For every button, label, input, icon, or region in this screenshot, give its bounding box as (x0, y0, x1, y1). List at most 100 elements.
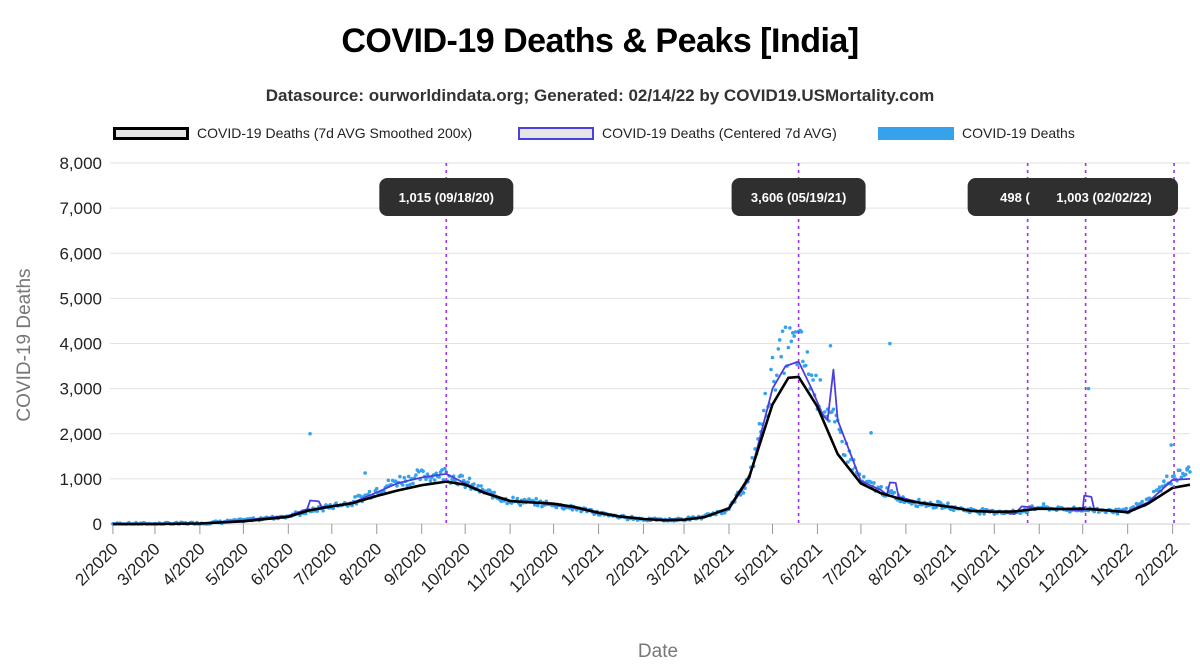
legend-label-smoothed: COVID-19 Deaths (7d AVG Smoothed 200x) (197, 125, 473, 141)
raw-point (432, 478, 437, 482)
raw-point (869, 480, 873, 485)
raw-point (534, 497, 538, 501)
raw-point (773, 388, 778, 392)
y-tick-label: 0 (93, 515, 102, 534)
raw-point (460, 474, 465, 478)
raw-point (1172, 474, 1176, 478)
raw-point (780, 329, 785, 334)
raw-point (522, 497, 527, 502)
raw-point (406, 474, 411, 479)
raw-point (741, 491, 746, 495)
raw-point (411, 481, 415, 486)
raw-point (398, 474, 402, 479)
raw-point (334, 501, 338, 506)
raw-point (443, 466, 447, 471)
raw-point (424, 477, 428, 482)
raw-point (1179, 475, 1184, 480)
legend-item-raw[interactable]: COVID-19 Deaths (878, 125, 1075, 141)
raw-point (367, 489, 372, 494)
x-tick-label: 4/2021 (688, 539, 738, 589)
raw-point (1183, 472, 1188, 477)
peak-label-text: 1,003 (02/02/22) (1056, 190, 1151, 205)
raw-point (777, 338, 782, 342)
raw-point (1115, 511, 1120, 516)
raw-point (951, 508, 956, 513)
raw-point (425, 472, 430, 477)
peak-label-text: 1,015 (09/18/20) (399, 190, 494, 205)
series-line-smoothed (112, 375, 1191, 526)
raw-point (879, 484, 883, 489)
raw-point (804, 363, 808, 368)
raw-point (782, 371, 786, 376)
raw-point (408, 482, 412, 487)
peak-label-text: 3,606 (05/19/21) (751, 190, 846, 205)
raw-point (938, 501, 943, 505)
raw-point (830, 410, 834, 414)
y-tick-label: 1,000 (59, 470, 102, 489)
raw-point (374, 486, 379, 491)
raw-point (1140, 499, 1144, 504)
raw-point (1124, 506, 1128, 511)
raw-point (831, 407, 836, 412)
x-axis-ticks: 2/20203/20204/20205/20206/20207/20208/20… (72, 524, 1181, 596)
raw-point (467, 476, 472, 481)
raw-point (401, 483, 405, 487)
raw-point (434, 471, 439, 476)
raw-point (789, 339, 794, 344)
x-tick-label: 2/2021 (602, 539, 652, 589)
legend-swatch-centered (518, 126, 594, 140)
raw-point (980, 507, 985, 511)
raw-point (321, 509, 325, 513)
x-tick-label: 3/2020 (114, 539, 164, 589)
x-tick-label: 5/2021 (731, 539, 781, 589)
raw-point (1157, 485, 1162, 490)
raw-point (421, 469, 425, 474)
raw-point-outlier (363, 471, 367, 475)
raw-point (805, 350, 810, 354)
raw-point (799, 330, 804, 334)
raw-point (1178, 468, 1182, 473)
raw-point (395, 484, 399, 488)
x-tick-label: 4/2020 (159, 539, 209, 589)
raw-point (554, 505, 559, 510)
raw-point (772, 379, 776, 384)
raw-point (535, 503, 540, 508)
raw-point-outlier (828, 343, 833, 348)
raw-point (822, 410, 827, 414)
raw-point (570, 508, 575, 512)
raw-point (809, 373, 814, 378)
x-tick-label: 6/2020 (247, 539, 297, 589)
legend-item-smoothed[interactable]: COVID-19 Deaths (7d AVG Smoothed 200x) (113, 125, 472, 141)
y-axis-label: COVID-19 Deaths (14, 268, 35, 421)
chart-title: COVID-19 Deaths & Peaks [India] (341, 22, 859, 60)
x-tick-label: 12/2020 (506, 539, 563, 596)
raw-point (757, 421, 762, 426)
x-tick-label: 8/2021 (864, 539, 914, 589)
x-tick-label: 12/2021 (1035, 539, 1092, 596)
raw-point (450, 477, 454, 482)
y-tick-label: 3,000 (59, 380, 102, 399)
raw-point (814, 373, 818, 378)
raw-point (472, 482, 476, 486)
raw-point (840, 439, 844, 444)
raw-point (437, 475, 441, 479)
x-tick-label: 1/2021 (557, 539, 607, 589)
y-axis-ticks: 0 1,000 2,000 3,000 4,000 5,000 6,000 7,000 8,00… (59, 154, 102, 534)
raw-point-outlier (1086, 386, 1091, 391)
raw-point (402, 475, 407, 480)
x-tick-label: 7/2021 (820, 539, 870, 589)
raw-point (775, 373, 779, 378)
raw-point (479, 484, 483, 488)
raw-point (750, 456, 754, 460)
legend-item-centered[interactable]: COVID-19 Deaths (Centered 7d AVG) (518, 125, 837, 141)
x-tick-label: 1/2022 (1086, 539, 1136, 589)
x-tick-label: 10/2020 (417, 539, 474, 596)
raw-point-outlier (308, 431, 312, 436)
raw-point (414, 473, 418, 477)
legend-swatch-raw (878, 126, 954, 140)
raw-point (940, 506, 944, 511)
raw-point (762, 408, 766, 413)
x-tick-label: 6/2021 (776, 539, 826, 589)
raw-point (518, 503, 523, 508)
y-tick-label: 8,000 (59, 154, 102, 173)
